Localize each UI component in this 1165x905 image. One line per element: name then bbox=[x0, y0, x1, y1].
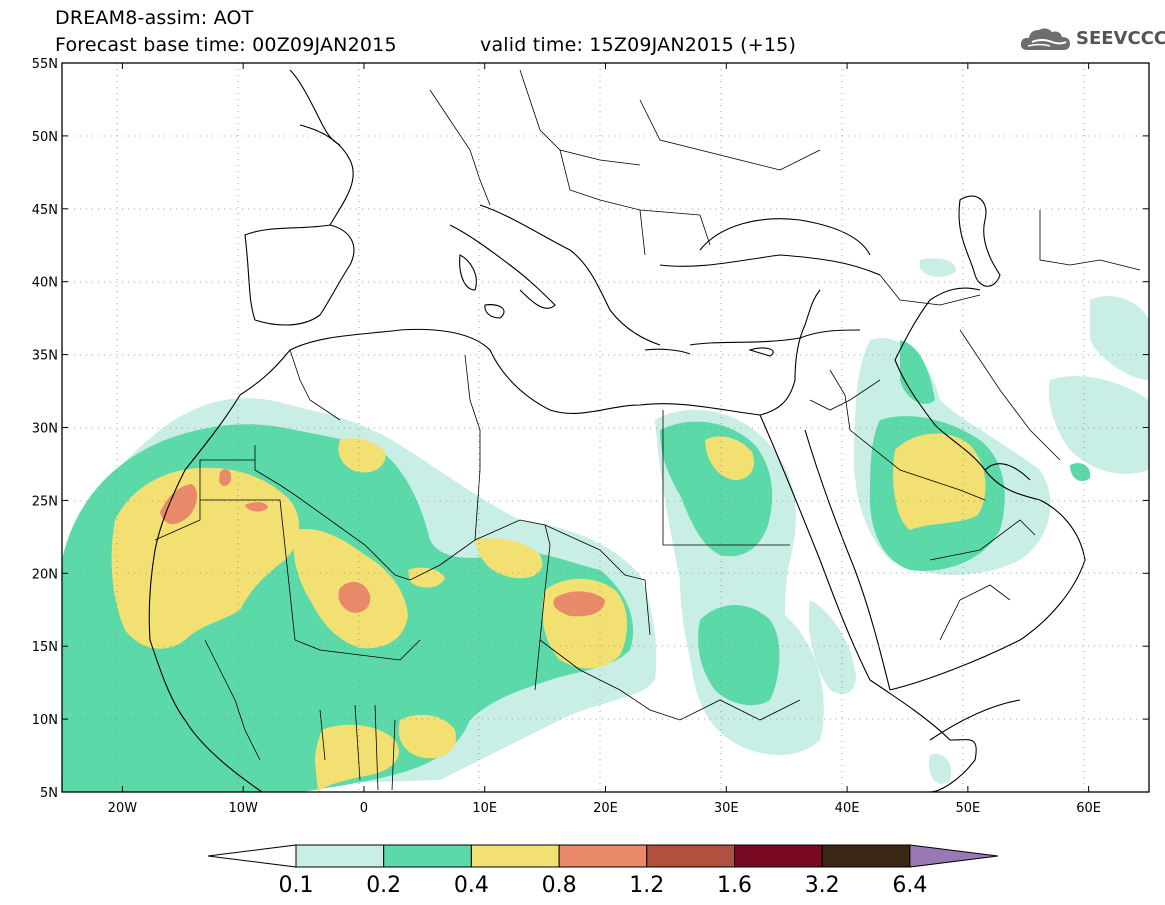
figure-title: DREAM8-assim: AOT bbox=[55, 7, 254, 29]
coastlines bbox=[62, 69, 1086, 792]
colorbar-level-label: 1.2 bbox=[629, 873, 664, 898]
lat-tick-label: 5N bbox=[40, 786, 58, 801]
colorbar-level-label: 0.4 bbox=[454, 873, 489, 898]
aot-level-0-8 bbox=[160, 469, 605, 617]
colorbar-level-label: 0.2 bbox=[366, 873, 401, 898]
colorbar-swatch bbox=[821, 844, 911, 868]
colorbar-over-triangle bbox=[909, 844, 998, 868]
lat-tick-label: 45N bbox=[32, 203, 58, 218]
lat-tick-label: 30N bbox=[32, 422, 58, 437]
forecast-base-time: Forecast base time: 00Z09JAN2015 bbox=[55, 34, 397, 56]
country-borders bbox=[154, 69, 1141, 791]
lat-tick-label: 20N bbox=[32, 567, 58, 582]
lon-tick-label: 20W bbox=[108, 801, 138, 816]
lat-tick-label: 35N bbox=[32, 349, 58, 364]
valid-time: valid time: 15Z09JAN2015 (+15) bbox=[480, 34, 797, 56]
colorbar-level-label: 1.6 bbox=[717, 873, 752, 898]
colorbar-swatch bbox=[646, 844, 735, 868]
colorbar-swatch bbox=[383, 844, 472, 868]
colorbar-swatch bbox=[558, 844, 648, 868]
aot-field bbox=[62, 258, 1149, 792]
lat-tick-label: 25N bbox=[32, 494, 58, 509]
lat-tick-label: 15N bbox=[32, 640, 58, 655]
lon-tick-label: 50E bbox=[955, 801, 980, 816]
lat-tick-label: 40N bbox=[32, 276, 58, 291]
lat-tick-label: 10N bbox=[32, 713, 58, 728]
colorbar-level-label: 6.4 bbox=[892, 873, 927, 898]
lon-tick-label: 40E bbox=[835, 801, 860, 816]
colorbar-under-triangle bbox=[207, 844, 297, 868]
cloud-icon bbox=[1020, 28, 1070, 50]
lon-tick-label: 30E bbox=[714, 801, 739, 816]
longitude-axis: 20W 10W 0 10E 20E 30E 40E 50E 60E bbox=[108, 63, 1101, 816]
lat-tick-label: 55N bbox=[32, 57, 58, 72]
logo-text: SEEVCCC bbox=[1076, 28, 1165, 49]
lon-tick-label: 10W bbox=[228, 801, 258, 816]
colorbar-swatch bbox=[470, 844, 560, 868]
colorbar-swatch bbox=[295, 844, 385, 868]
colorbar-swatch bbox=[734, 844, 823, 868]
seevccc-logo: SEEVCCC bbox=[1018, 24, 1165, 54]
colorbar-level-label: 3.2 bbox=[805, 873, 840, 898]
lon-tick-label: 60E bbox=[1076, 801, 1101, 816]
lon-tick-label: 20E bbox=[593, 801, 618, 816]
colorbar-level-label: 0.8 bbox=[542, 873, 577, 898]
lon-tick-label: 10E bbox=[472, 801, 497, 816]
latitude-axis: 55N 50N 45N 40N 35N 30N 25N 20N 15N 10N 5N bbox=[32, 57, 1149, 801]
lon-tick-label: 0 bbox=[360, 801, 368, 816]
lat-tick-label: 50N bbox=[32, 130, 58, 145]
colorbar-level-label: 0.1 bbox=[279, 873, 314, 898]
